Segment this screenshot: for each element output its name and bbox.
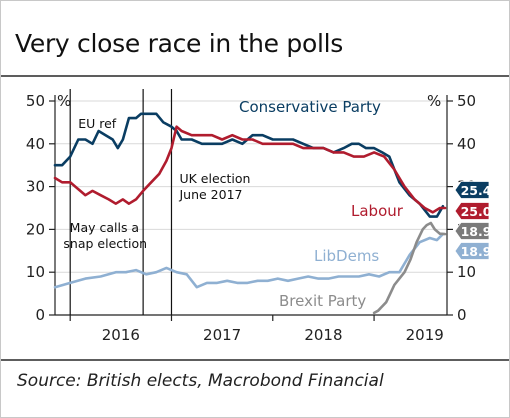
y-tick-label-left: 10 (26, 263, 45, 281)
poll-chart: 0010102020303040405050%%2016201720182019… (26, 89, 492, 344)
series-label-conservative: Conservative Party (239, 98, 381, 116)
end-value-libdems: 18.9 (461, 244, 492, 259)
y-tick-label-right: 0 (457, 306, 467, 324)
series-label-brexit: Brexit Party (279, 292, 366, 310)
end-tag-libdems (454, 242, 490, 260)
end-value-labour: 25.0 (461, 204, 492, 219)
end-value-conservative: 25.4 (461, 183, 492, 198)
x-tick-label: 2016 (102, 326, 140, 344)
event-label-snap-1: May calls a (70, 220, 139, 235)
y-tick-label-left: 50 (26, 92, 45, 110)
end-tag-conservative (454, 181, 490, 199)
series-line-labour (53, 125, 447, 214)
y-tick-label-right: 40 (457, 135, 476, 153)
source-divider (1, 359, 509, 361)
chart-title: Very close race in the polls (15, 29, 343, 58)
series-line-conservative (53, 112, 445, 218)
x-tick-label: 2017 (203, 326, 241, 344)
y-tick-label-right: 50 (457, 92, 476, 110)
x-tick-label: 2018 (304, 326, 342, 344)
event-label-election-2: June 2017 (178, 187, 242, 202)
series-line-libdems (53, 232, 445, 289)
y-tick-label-left: 30 (26, 178, 45, 196)
y-unit-label-right: % (427, 92, 441, 110)
y-tick-label-left: 40 (26, 135, 45, 153)
series-label-libdems: LibDems (314, 247, 379, 265)
event-label-snap-2: snap election (63, 236, 147, 251)
end-tag-labour (454, 202, 490, 220)
event-label-election-1: UK election (179, 171, 250, 186)
y-tick-label-left: 20 (26, 220, 45, 238)
end-tag-brexit (454, 222, 490, 240)
y-tick-label-left: 0 (35, 306, 45, 324)
source-note: Source: British elects, Macrobond Financ… (17, 371, 384, 391)
end-value-brexit: 18.9 (461, 224, 492, 239)
title-divider (1, 75, 509, 77)
series-label-labour: Labour (351, 202, 404, 220)
y-unit-label-left: % (57, 92, 71, 110)
x-tick-label: 2019 (406, 326, 444, 344)
series-line-brexit (372, 221, 447, 315)
event-label-eu-ref: EU ref (78, 116, 117, 131)
y-tick-label-right: 10 (457, 263, 476, 281)
